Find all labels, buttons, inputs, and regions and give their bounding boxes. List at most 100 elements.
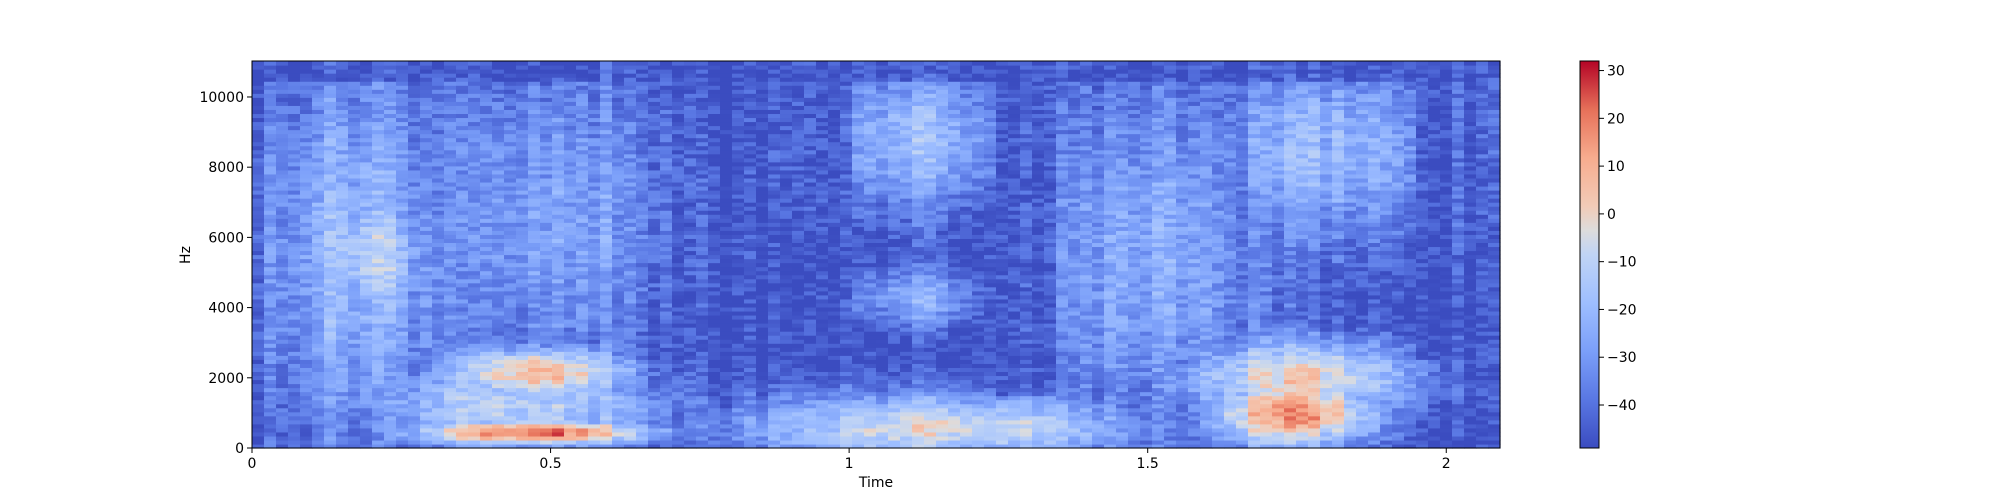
spectrogram-cell <box>792 407 805 413</box>
spectrogram-cell <box>372 335 385 340</box>
spectrogram-cell <box>696 109 709 115</box>
spectrogram-cell <box>852 161 865 167</box>
spectrogram-cell <box>828 343 841 348</box>
spectrogram-cell <box>396 157 409 163</box>
spectrogram-cell <box>696 314 709 320</box>
spectrogram-cell <box>732 331 745 336</box>
spectrogram-cell <box>768 242 781 248</box>
spectrogram-cell <box>384 165 397 171</box>
spectrogram-cell <box>264 222 277 227</box>
spectrogram-cell <box>840 129 853 135</box>
spectrogram-cell <box>276 302 289 308</box>
spectrogram-cell <box>780 298 793 304</box>
spectrogram-cell <box>276 270 289 276</box>
spectrogram-cell <box>336 169 349 175</box>
spectrogram-cell <box>276 347 289 352</box>
spectrogram-cell <box>564 375 577 381</box>
spectrogram-cell <box>792 85 805 90</box>
spectrogram-cell <box>552 145 565 151</box>
spectrogram-cell <box>792 77 805 82</box>
spectrogram-cell <box>480 310 493 316</box>
spectrogram-cell <box>444 177 457 183</box>
spectrogram-cell <box>756 177 769 183</box>
spectrogram-cell <box>492 141 505 147</box>
spectrogram-cell <box>744 149 757 155</box>
spectrogram-cell <box>804 177 817 183</box>
spectrogram-cell <box>324 246 337 252</box>
spectrogram-cell <box>744 294 757 300</box>
spectrogram-cell <box>504 165 517 171</box>
spectrogram-cell <box>420 137 433 143</box>
spectrogram-cell <box>492 77 505 82</box>
spectrogram-cell <box>468 121 481 127</box>
spectrogram-cell <box>504 411 517 417</box>
spectrogram-cell <box>792 194 805 199</box>
spectrogram-cell <box>636 375 649 381</box>
spectrogram-cell <box>288 113 301 119</box>
spectrogram-cell <box>360 113 373 119</box>
spectrogram-cell <box>852 185 865 191</box>
spectrogram-cell <box>684 351 697 356</box>
spectrogram-cell <box>756 363 769 368</box>
spectrogram-cell <box>480 383 493 389</box>
spectrogram-cell <box>504 133 517 139</box>
spectrogram-cell <box>588 194 601 199</box>
spectrogram-cell <box>624 294 637 300</box>
spectrogram-cell <box>660 254 673 260</box>
spectrogram-cell <box>816 415 829 421</box>
spectrogram-cell <box>456 270 469 276</box>
spectrogram-cell <box>672 359 685 364</box>
spectrogram-cell <box>852 141 865 147</box>
spectrogram-cell <box>864 298 877 304</box>
spectrogram-cell <box>840 282 853 288</box>
spectrogram-cell <box>324 363 337 368</box>
spectrogram-cell <box>372 319 385 324</box>
spectrogram-cell <box>324 395 337 401</box>
spectrogram-cell <box>624 258 637 264</box>
spectrogram-cell <box>768 423 781 429</box>
spectrogram-cell <box>420 173 433 179</box>
spectrogram-cell <box>696 363 709 368</box>
spectrogram-cell <box>672 145 685 151</box>
spectrogram-cell <box>288 181 301 187</box>
spectrogram-cell <box>564 302 577 308</box>
spectrogram-cell <box>504 202 517 207</box>
spectrogram-cell <box>744 133 757 139</box>
spectrogram-cell <box>420 411 433 417</box>
spectrogram-cell <box>276 262 289 268</box>
spectrogram-cell <box>336 347 349 352</box>
spectrogram-cell <box>864 435 877 441</box>
spectrogram-cell <box>708 343 721 348</box>
spectrogram-cell <box>420 331 433 336</box>
spectrogram-cell <box>744 173 757 179</box>
spectrogram-cell <box>372 169 385 175</box>
spectrogram-cell <box>588 439 601 445</box>
spectrogram-cell <box>348 242 361 248</box>
spectrogram-cell <box>672 363 685 368</box>
spectrogram-cell <box>516 93 529 98</box>
spectrogram-cell <box>564 343 577 348</box>
spectrogram-cell <box>408 375 421 381</box>
spectrogram-cell <box>816 427 829 433</box>
spectrogram-cell <box>672 319 685 324</box>
spectrogram-cell <box>420 230 433 235</box>
spectrogram-cell <box>528 411 541 417</box>
spectrogram-cell <box>468 391 481 397</box>
spectrogram-cell <box>720 109 733 115</box>
spectrogram-cell <box>444 298 457 304</box>
spectrogram-cell <box>672 177 685 183</box>
spectrogram-cell <box>348 274 361 280</box>
spectrogram-cell <box>696 375 709 381</box>
spectrogram-cell <box>552 206 565 211</box>
spectrogram-cell <box>696 181 709 187</box>
spectrogram-cell <box>744 403 757 409</box>
spectrogram-cell <box>660 419 673 425</box>
spectrogram-cell <box>624 61 637 66</box>
spectrogram-cell <box>324 419 337 425</box>
spectrogram-cell <box>456 407 469 413</box>
spectrogram-cell <box>696 117 709 123</box>
spectrogram-cell <box>408 403 421 409</box>
spectrogram-cell <box>600 109 613 115</box>
spectrogram-cell <box>372 89 385 94</box>
spectrogram-cell <box>252 129 265 135</box>
